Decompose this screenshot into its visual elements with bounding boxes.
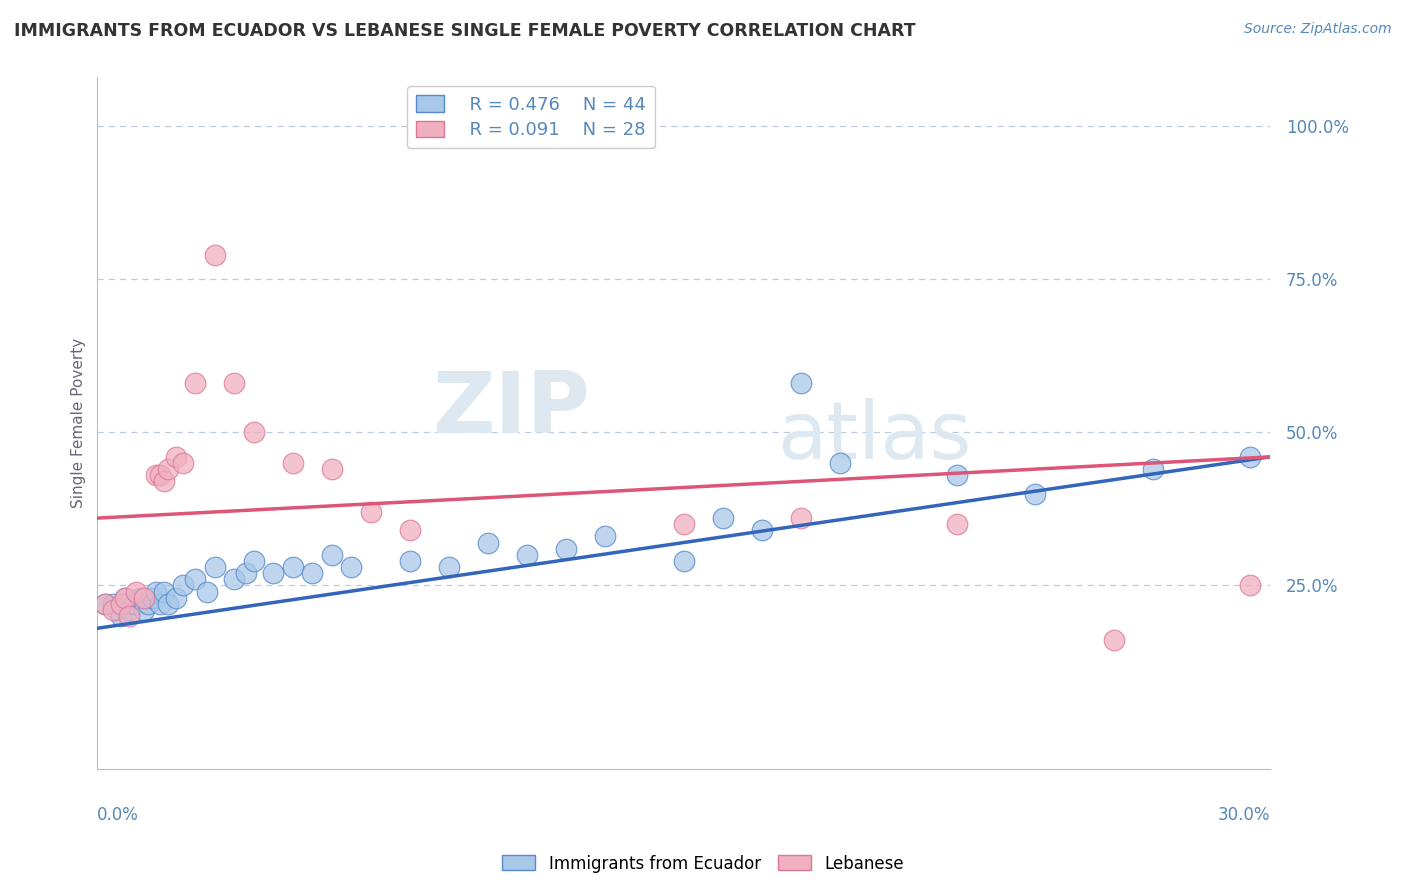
Point: [125, 597, 148, 611]
Point: [204, 248, 226, 262]
Point: [1142, 462, 1164, 476]
Point: [204, 560, 226, 574]
Point: [340, 560, 363, 574]
Y-axis label: Single Female Poverty: Single Female Poverty: [72, 338, 86, 508]
Point: [301, 566, 323, 581]
Point: [125, 584, 148, 599]
Point: [129, 591, 152, 605]
Point: [672, 554, 695, 568]
Point: [399, 554, 422, 568]
Point: [242, 425, 264, 440]
Point: [105, 603, 128, 617]
Point: [595, 529, 617, 543]
Point: [281, 560, 304, 574]
Point: [110, 597, 132, 611]
Point: [672, 517, 695, 532]
Point: [1239, 450, 1261, 464]
Point: [360, 505, 382, 519]
Point: [134, 591, 156, 605]
Point: [136, 597, 159, 611]
Point: [790, 511, 813, 525]
Point: [195, 584, 218, 599]
Text: 30.0%: 30.0%: [1218, 805, 1270, 823]
Point: [114, 591, 136, 605]
Point: [242, 554, 264, 568]
Point: [184, 572, 207, 586]
Point: [399, 524, 422, 538]
Point: [555, 541, 578, 556]
Point: [477, 535, 499, 549]
Point: [145, 584, 167, 599]
Point: [101, 597, 124, 611]
Point: [828, 456, 851, 470]
Point: [149, 468, 172, 483]
Point: [101, 603, 124, 617]
Point: [1024, 486, 1046, 500]
Point: [145, 468, 167, 483]
Point: [114, 591, 136, 605]
Point: [117, 603, 139, 617]
Point: [141, 591, 163, 605]
Text: 0.0%: 0.0%: [97, 805, 139, 823]
Point: [165, 591, 187, 605]
Point: [946, 517, 969, 532]
Point: [134, 603, 156, 617]
Text: Source: ZipAtlas.com: Source: ZipAtlas.com: [1244, 22, 1392, 37]
Point: [321, 462, 343, 476]
Point: [117, 609, 139, 624]
Point: [156, 462, 179, 476]
Point: [149, 597, 172, 611]
Point: [165, 450, 187, 464]
Text: atlas: atlas: [778, 398, 972, 476]
Point: [184, 376, 207, 391]
Point: [281, 456, 304, 470]
Point: [94, 597, 117, 611]
Point: [121, 597, 143, 611]
Point: [152, 475, 174, 489]
Point: [172, 456, 194, 470]
Point: [751, 524, 773, 538]
Point: [711, 511, 734, 525]
Point: [321, 548, 343, 562]
Point: [437, 560, 460, 574]
Point: [262, 566, 284, 581]
Point: [516, 548, 538, 562]
Text: IMMIGRANTS FROM ECUADOR VS LEBANESE SINGLE FEMALE POVERTY CORRELATION CHART: IMMIGRANTS FROM ECUADOR VS LEBANESE SING…: [14, 22, 915, 40]
Point: [235, 566, 257, 581]
Legend:   R = 0.476    N = 44,   R = 0.091    N = 28: R = 0.476 N = 44, R = 0.091 N = 28: [408, 87, 655, 148]
Point: [790, 376, 813, 391]
Point: [224, 572, 246, 586]
Point: [477, 120, 499, 134]
Point: [94, 597, 117, 611]
Text: ZIP: ZIP: [432, 368, 589, 450]
Point: [1239, 578, 1261, 592]
Point: [156, 597, 179, 611]
Point: [172, 578, 194, 592]
Point: [224, 376, 246, 391]
Point: [946, 468, 969, 483]
Point: [152, 584, 174, 599]
Legend: Immigrants from Ecuador, Lebanese: Immigrants from Ecuador, Lebanese: [495, 848, 911, 880]
Point: [496, 126, 519, 140]
Point: [110, 609, 132, 624]
Point: [1102, 633, 1125, 648]
